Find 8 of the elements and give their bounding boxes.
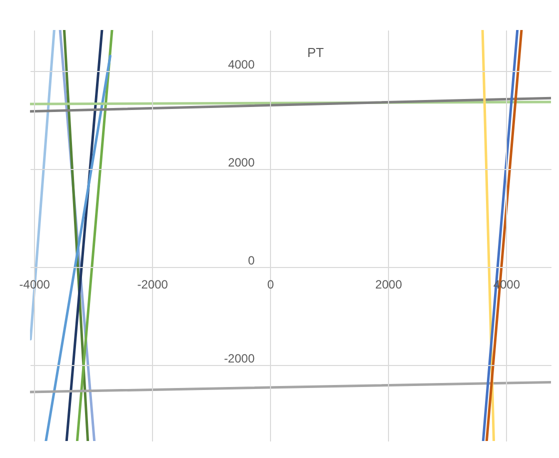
- x-tick-label: -2000: [137, 278, 168, 292]
- y-tick-label: 2000: [228, 156, 255, 170]
- x-tick-label: 0: [267, 278, 274, 292]
- y-tick-label: -2000: [224, 352, 255, 366]
- y-tick-label: 0: [248, 254, 255, 268]
- x-tick-label: 2000: [375, 278, 402, 292]
- y-tick-label: 4000: [228, 58, 255, 72]
- text: PT: [307, 45, 324, 60]
